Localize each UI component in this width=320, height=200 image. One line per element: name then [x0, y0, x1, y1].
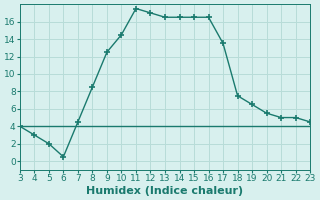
X-axis label: Humidex (Indice chaleur): Humidex (Indice chaleur): [86, 186, 244, 196]
